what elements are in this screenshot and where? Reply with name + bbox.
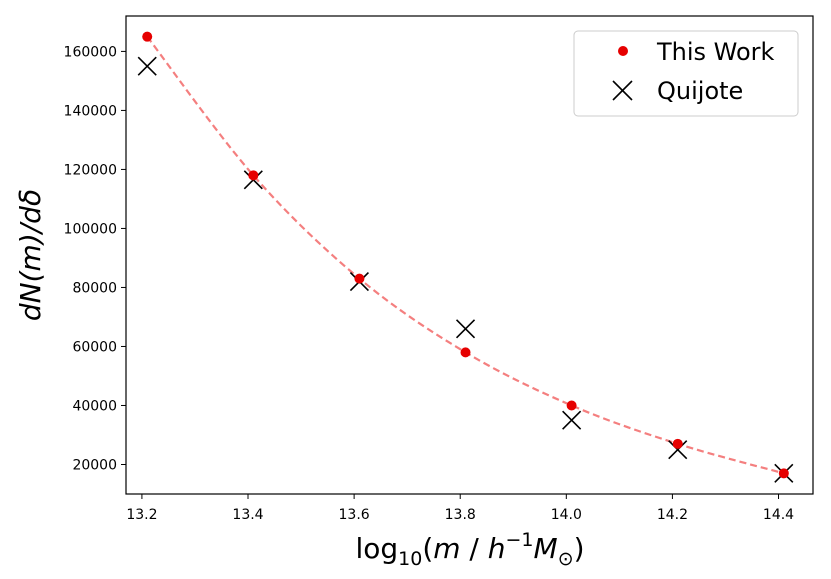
y-tick-label: 140000 bbox=[64, 103, 117, 119]
x-tick-label: 13.8 bbox=[445, 507, 476, 523]
y-axis-ticks: 20000 40000 60000 80000 100000 120000 140000 16… bbox=[64, 44, 126, 473]
x-tick-label: 13.6 bbox=[339, 507, 370, 523]
this-work-point bbox=[460, 347, 471, 358]
this-work-point bbox=[354, 273, 365, 284]
this-work-point bbox=[142, 31, 153, 42]
y-tick-label: 120000 bbox=[64, 162, 117, 178]
x-tick-label: 13.2 bbox=[126, 507, 157, 523]
x-tick-label: 13.4 bbox=[232, 507, 263, 523]
this-work-series bbox=[142, 31, 789, 479]
quijote-point bbox=[562, 410, 582, 430]
x-tick-label: 14.4 bbox=[763, 507, 794, 523]
quijote-point-stroke bbox=[137, 56, 157, 76]
x-label-h: h bbox=[488, 532, 506, 565]
y-tick-label: 80000 bbox=[72, 280, 117, 296]
legend-quijote-marker-stroke-b bbox=[612, 80, 633, 101]
y-axis-label: dN(m)/dδ bbox=[14, 189, 47, 321]
x-label-sub: 10 bbox=[398, 548, 422, 570]
x-label-open-paren: ( bbox=[422, 532, 433, 565]
plot-frame bbox=[125, 15, 814, 495]
x-label-log: log bbox=[355, 532, 398, 565]
x-label-M: M bbox=[534, 532, 558, 565]
legend-this-work-label: This Work bbox=[656, 38, 775, 66]
y-tick-label: 20000 bbox=[72, 457, 117, 473]
quijote-point bbox=[668, 440, 688, 460]
x-axis-ticks: 13.2 13.4 13.6 13.8 14.0 14.2 14.4 bbox=[126, 494, 794, 523]
x-label-exponent: −1 bbox=[506, 529, 534, 551]
this-work-point bbox=[248, 170, 259, 181]
x-label-close-paren: ) bbox=[574, 532, 585, 565]
x-label-m: m bbox=[433, 532, 460, 565]
quijote-point bbox=[137, 56, 157, 76]
quijote-point-stroke bbox=[455, 319, 476, 339]
legend-quijote-label: Quijote bbox=[657, 77, 743, 105]
y-tick-label: 40000 bbox=[72, 398, 117, 414]
this-work-point bbox=[672, 438, 683, 449]
x-tick-label: 14.2 bbox=[657, 507, 688, 523]
legend: This Work Quijote bbox=[573, 30, 799, 117]
legend-frame bbox=[573, 30, 799, 117]
this-work-point bbox=[566, 400, 577, 411]
x-axis-label: log10(m / h−1M⊙) bbox=[355, 529, 584, 570]
legend-quijote-marker bbox=[612, 80, 633, 101]
quijote-point-stroke bbox=[668, 440, 688, 460]
x-label-odot: ⊙ bbox=[558, 548, 574, 570]
x-tick-label: 14.0 bbox=[551, 507, 582, 523]
y-tick-label: 60000 bbox=[72, 339, 117, 355]
x-label-slash: / bbox=[461, 532, 488, 565]
quijote-point-stroke bbox=[562, 410, 582, 430]
this-work-point bbox=[778, 468, 789, 479]
y-tick-label: 160000 bbox=[64, 44, 117, 60]
legend-this-work-marker bbox=[618, 46, 628, 56]
quijote-point bbox=[455, 319, 476, 339]
y-tick-label: 100000 bbox=[64, 221, 117, 237]
